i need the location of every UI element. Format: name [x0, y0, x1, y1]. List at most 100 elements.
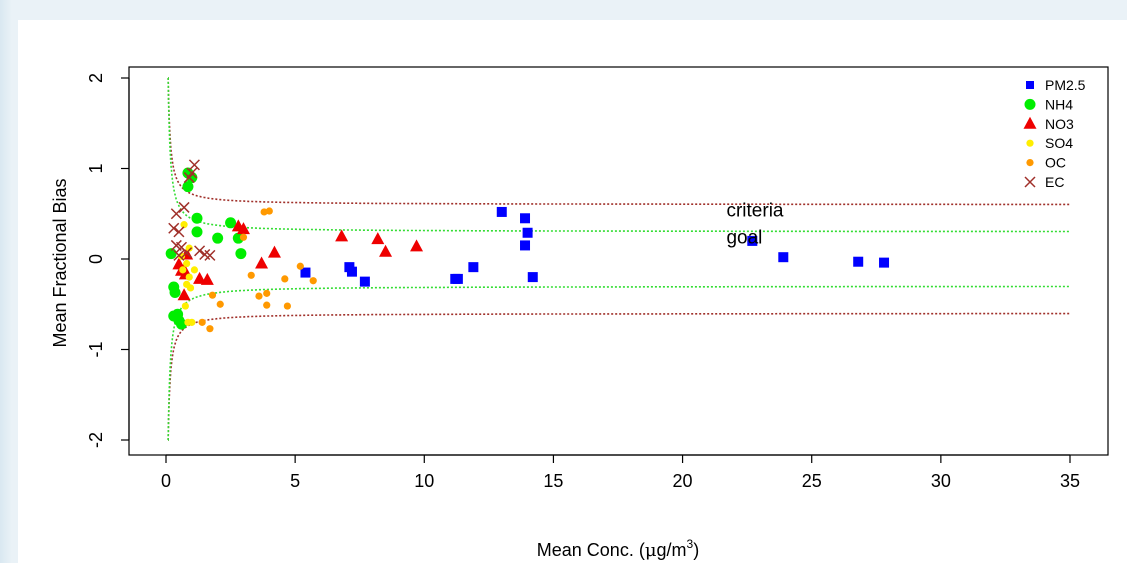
ec-point — [204, 249, 216, 261]
oc-point — [263, 301, 271, 309]
legend-marker-oc — [1026, 159, 1034, 167]
no3-point — [410, 239, 424, 252]
legend-marker-so4 — [1026, 139, 1034, 147]
criteria-annotation: criteria — [726, 200, 783, 221]
pm25-point — [359, 276, 370, 287]
criteria-lower-curve — [167, 312, 1070, 441]
pm25-point — [778, 252, 789, 263]
nh4-point — [182, 181, 194, 193]
pm25-point — [520, 213, 531, 224]
oc-point — [208, 291, 217, 299]
oc-point — [198, 318, 206, 326]
legend-label-pm25: PM2.5 — [1045, 77, 1086, 93]
y-axis-title: Mean Fractional Bias — [50, 178, 70, 347]
no3-point — [255, 256, 269, 269]
legend-label-nh4: NH4 — [1045, 96, 1073, 112]
pm25-point — [468, 262, 479, 273]
so4-point — [185, 273, 193, 281]
ec-point — [181, 247, 193, 259]
oc-point — [206, 325, 214, 333]
ec-point — [188, 159, 200, 171]
legend-label-so4: SO4 — [1045, 135, 1073, 151]
criteria-upper-curve — [167, 77, 1070, 206]
no3-point — [379, 244, 393, 257]
legend-label-no3: NO3 — [1045, 116, 1074, 132]
nh4-point — [169, 286, 181, 298]
pm25-point — [520, 240, 531, 251]
nh4-point — [225, 217, 237, 229]
chart-panel: 0 5 10 15 20 25 30 35 -2 -1 0 1 2 criteria goal Mea… — [18, 20, 1127, 563]
x-tick-label: 20 — [673, 471, 693, 491]
so4-point — [181, 302, 189, 310]
pm25-point — [496, 206, 507, 217]
oc-point — [255, 292, 263, 300]
y-tick-label: -1 — [86, 341, 106, 357]
legend-marker-nh4 — [1024, 98, 1036, 110]
so4-point — [180, 221, 188, 229]
x-axis: 0 5 10 15 20 25 30 35 — [161, 454, 1080, 491]
pm25-point — [527, 272, 538, 283]
no3-point — [200, 272, 214, 285]
x-tick-label: 0 — [161, 471, 171, 491]
no3-point — [371, 232, 385, 245]
legend-marker-ec — [1024, 176, 1036, 188]
pm25-point — [346, 266, 357, 277]
oc-point — [296, 262, 304, 270]
x-tick-label: 30 — [931, 471, 951, 491]
no3-point — [267, 245, 281, 258]
reference-curves — [167, 77, 1070, 441]
pm25-point — [853, 256, 864, 267]
x-tick-label: 25 — [802, 471, 822, 491]
ec-point — [194, 245, 206, 257]
legend-label-ec: EC — [1045, 174, 1064, 190]
ec-point — [173, 249, 185, 261]
nh4-point — [191, 226, 203, 238]
ec-point — [173, 226, 185, 238]
oc-point — [263, 289, 271, 297]
pm25-point — [452, 273, 463, 284]
so4-point — [190, 266, 199, 274]
so4-point — [183, 259, 191, 268]
x-tick-label: 35 — [1060, 471, 1080, 491]
data-points — [165, 159, 890, 333]
goal-upper-curve — [167, 77, 1070, 233]
plot-frame — [128, 66, 1109, 456]
so4-point — [179, 266, 187, 274]
nh4-point — [175, 318, 187, 330]
so4-point — [185, 244, 193, 252]
goal-lower-curve — [167, 285, 1070, 441]
y-tick-label: 2 — [86, 73, 106, 83]
legend-marker-no3 — [1023, 116, 1037, 129]
y-tick-label: -2 — [86, 432, 106, 448]
oc-point — [247, 271, 255, 279]
y-tick-label: 1 — [86, 163, 106, 173]
pm25-point — [300, 267, 311, 278]
pm25-point — [879, 257, 890, 268]
legend-marker-pm25 — [1026, 81, 1034, 89]
oc-point — [309, 277, 317, 285]
x-tick-label: 10 — [414, 471, 434, 491]
scatter-chart: 0 5 10 15 20 25 30 35 -2 -1 0 1 2 criteria goal Mea… — [50, 66, 1109, 561]
nh4-point — [212, 232, 224, 244]
goal-annotation: goal — [726, 228, 762, 249]
legend-label-oc: OC — [1045, 155, 1066, 171]
nh4-point — [235, 248, 247, 260]
x-axis-title: Mean Conc. (μg/m3) — [537, 537, 699, 561]
y-axis: -2 -1 0 1 2 — [86, 73, 130, 448]
legend: PM2.5 NH4 NO3 SO4 OC EC — [1023, 77, 1086, 190]
so4-point — [186, 284, 195, 292]
no3-point — [177, 288, 191, 301]
so4-point — [188, 318, 196, 326]
ec-point — [186, 167, 198, 179]
oc-point — [283, 302, 291, 310]
nh4-point — [191, 212, 203, 224]
x-tick-label: 15 — [543, 471, 563, 491]
oc-point — [216, 300, 224, 308]
oc-point — [281, 275, 289, 283]
ec-point — [168, 222, 180, 234]
y-tick-label: 0 — [86, 254, 106, 264]
oc-point — [265, 207, 273, 215]
oc-point — [239, 233, 248, 241]
pm25-point — [522, 227, 533, 238]
ec-point — [178, 201, 190, 213]
